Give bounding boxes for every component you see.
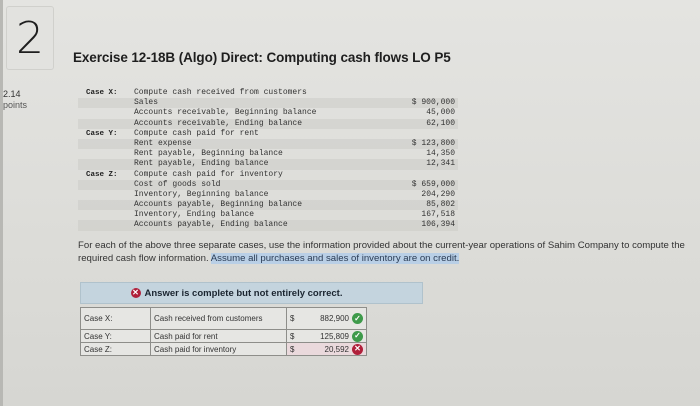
row-description: Accounts payable, Beginning balance: [134, 200, 303, 210]
points-label: points: [3, 100, 28, 110]
row-amount: 14,350: [426, 149, 455, 159]
answer-status-text: Answer is complete but not entirely corr…: [144, 287, 343, 299]
problem-data-table: Case X: Compute cash received from custom…: [78, 88, 458, 231]
answer-input-cell[interactable]: $ 125,809 ✓: [286, 329, 367, 343]
row-description: Rent payable, Beginning balance: [134, 149, 283, 159]
row-amount: 45,000: [426, 108, 455, 118]
row-description: Compute cash paid for inventory: [134, 169, 283, 179]
problem-row: Inventory, Beginning balance 204,290: [78, 190, 458, 200]
currency-symbol: $: [290, 331, 295, 341]
incorrect-icon: ✕: [130, 288, 141, 298]
row-description: Accounts receivable, Ending balance: [134, 118, 303, 128]
problem-row: Rent payable, Beginning balance 14,350: [78, 149, 458, 159]
row-description: Compute cash paid for rent: [134, 128, 259, 138]
row-amount: 62,100: [426, 118, 455, 128]
row-amount: 204,290: [421, 189, 455, 199]
case-label: Case X:: [80, 307, 151, 330]
problem-row: Rent expense $ 123,800: [78, 138, 458, 150]
points-value: 2.14: [3, 89, 21, 99]
problem-row: Accounts receivable, Ending balance 62,10…: [78, 118, 458, 129]
case-label: Case X:: [86, 89, 118, 97]
correct-check-icon: ✓: [352, 330, 363, 342]
row-amount: $ 123,800: [411, 138, 455, 148]
answer-description: Cash paid for inventory: [150, 342, 287, 356]
case-label: Case Z:: [86, 170, 118, 179]
row-description: Accounts payable, Ending balance: [134, 220, 288, 230]
problem-row: Case Y: Compute cash paid for rent: [78, 129, 458, 139]
correct-check-icon: ✓: [352, 313, 363, 324]
question-number: 2: [16, 12, 44, 64]
problem-row: Accounts receivable, Beginning balance 45…: [78, 108, 458, 118]
row-amount: 106,394: [421, 220, 455, 230]
instructions-text: For each of the above three separate cas…: [78, 240, 693, 265]
currency-symbol: $: [290, 344, 295, 354]
row-amount: $ 900,000: [411, 98, 455, 108]
answer-table: Case X: Cash received from customers $ 8…: [80, 307, 367, 356]
window-left-edge: [0, 0, 3, 406]
question-number-box: 2: [6, 6, 54, 70]
instructions-highlighted-text: Assume all purchases and sales of invent…: [210, 252, 460, 264]
row-amount: 12,341: [426, 159, 455, 169]
answer-description: Cash paid for rent: [150, 329, 287, 343]
exercise-title: Exercise 12-18B (Algo) Direct: Computing…: [73, 50, 451, 65]
answer-description: Cash received from customers: [150, 307, 287, 330]
currency-symbol: $: [290, 314, 295, 323]
row-description: Compute cash received from customers: [134, 88, 307, 97]
problem-row: Inventory, Ending balance 167,518: [78, 210, 458, 220]
problem-row: Case X: Compute cash received from custom…: [78, 88, 458, 98]
row-description: Cost of goods sold: [134, 179, 221, 189]
row-description: Inventory, Beginning balance: [134, 189, 269, 199]
row-description: Accounts receivable, Beginning balance: [134, 108, 317, 118]
answer-value[interactable]: 20,592: [324, 344, 349, 354]
answer-input-cell[interactable]: $ 20,592 ✕: [286, 342, 367, 356]
answer-input-cell[interactable]: $ 882,900 ✓: [286, 307, 367, 330]
case-label: Case Y:: [86, 129, 118, 138]
instructions-body: For each of the above three separate cas…: [78, 240, 685, 264]
answer-row-case-x: Case X: Cash received from customers $ 8…: [80, 307, 367, 330]
row-amount: $ 659,000: [411, 179, 455, 189]
problem-row: Rent payable, Ending balance 12,341: [78, 159, 458, 170]
problem-row: Case Z: Compute cash paid for inventory: [78, 170, 458, 180]
row-amount: 167,518: [421, 210, 455, 220]
row-description: Sales: [134, 98, 159, 108]
problem-row: Accounts payable, Ending balance 106,394: [78, 220, 458, 231]
answer-value[interactable]: 882,900: [320, 314, 349, 323]
row-amount: 85,802: [426, 200, 455, 210]
answer-status-banner: ✕ Answer is complete but not entirely co…: [80, 282, 423, 304]
answer-value[interactable]: 125,809: [320, 331, 349, 341]
answer-row-case-z: Case Z: Cash paid for inventory $ 20,592…: [80, 342, 367, 356]
problem-row: Accounts payable, Beginning balance 85,80…: [78, 200, 458, 211]
points-info: 2.14 points: [3, 89, 27, 111]
row-description: Rent expense: [134, 138, 192, 148]
case-label: Case Y:: [80, 329, 151, 343]
problem-row: Sales $ 900,000: [78, 98, 458, 109]
answer-row-case-y: Case Y: Cash paid for rent $ 125,809 ✓: [80, 329, 367, 343]
answer-panel: ✕ Answer is complete but not entirely co…: [80, 282, 423, 356]
incorrect-x-icon: ✕: [352, 343, 363, 355]
row-description: Inventory, Ending balance: [134, 210, 255, 220]
row-description: Rent payable, Ending balance: [134, 159, 269, 169]
case-label: Case Z:: [80, 342, 151, 356]
problem-row: Cost of goods sold $ 659,000: [78, 179, 458, 190]
